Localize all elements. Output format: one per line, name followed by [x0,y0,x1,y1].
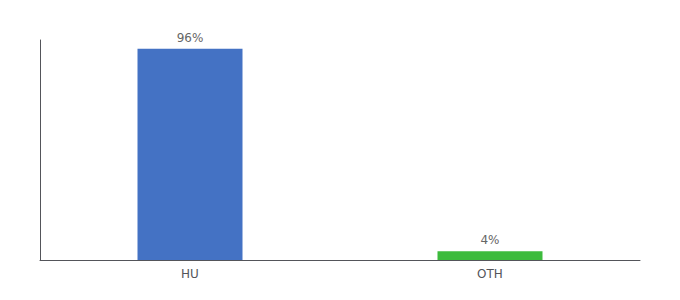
svg-text:OTH: OTH [477,267,503,281]
svg-text:4%: 4% [480,233,499,247]
svg-text:96%: 96% [177,31,204,45]
svg-text:HU: HU [181,267,199,281]
